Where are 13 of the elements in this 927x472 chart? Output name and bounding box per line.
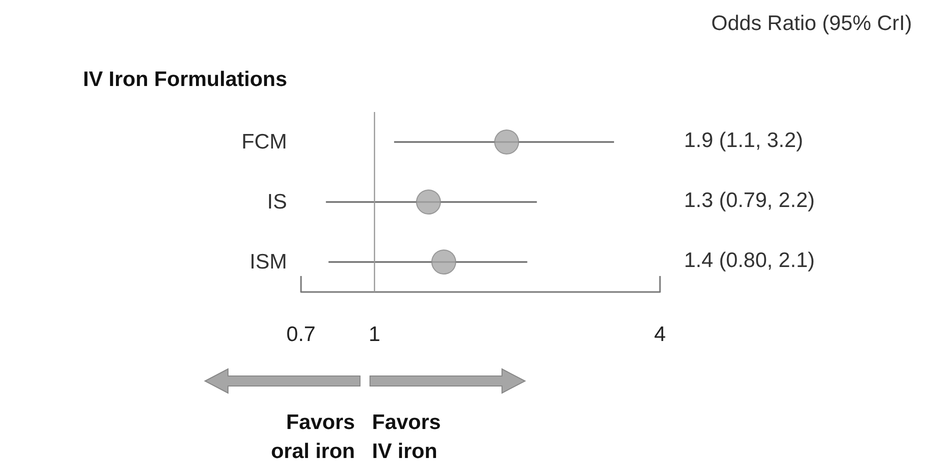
x-tick-label: 4: [654, 323, 666, 346]
y-tick-label: FCM: [242, 130, 287, 154]
y-tick-label: IS: [267, 190, 287, 214]
text: Favors oral iron: [270, 411, 355, 463]
x-tick-label: 1: [368, 323, 380, 346]
text: 1.3 (0.79, 2.2): [684, 189, 815, 212]
text: Favors IV iron: [372, 411, 441, 463]
y-tick-label: ISM: [250, 250, 287, 274]
x-tick-label: 0.7: [286, 323, 316, 346]
text: 1.4 (0.80, 2.1): [684, 249, 815, 272]
text: 1.9 (1.1, 3.2): [684, 129, 804, 152]
text: Odds Ratio (95% CrI): [711, 12, 912, 35]
chart-title: IV Iron Formulations: [83, 68, 288, 91]
